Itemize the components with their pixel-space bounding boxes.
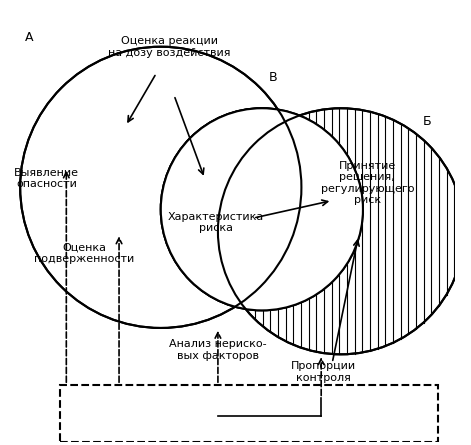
Text: Оценка
подверженности: Оценка подверженности [34,243,134,264]
Circle shape [161,108,363,311]
Text: Анализ нериско-
вых факторов: Анализ нериско- вых факторов [169,339,267,361]
Text: Б: Б [422,115,431,128]
Text: Оценка реакции
на дозу воздействия: Оценка реакции на дозу воздействия [108,36,231,57]
Circle shape [218,108,464,354]
Text: Пропорции
контроля: Пропорции контроля [291,361,356,383]
Text: Принятие
решения,
регулирующего
риск: Принятие решения, регулирующего риск [321,161,414,205]
Circle shape [161,108,363,311]
Text: В: В [268,71,277,84]
Circle shape [20,47,301,328]
Circle shape [161,108,363,311]
Text: А: А [24,32,33,44]
Text: Характеристика
риска: Характеристика риска [168,212,264,233]
Bar [60,385,438,442]
Circle shape [161,108,363,311]
Text: Выявление
опасности: Выявление опасности [14,168,79,190]
